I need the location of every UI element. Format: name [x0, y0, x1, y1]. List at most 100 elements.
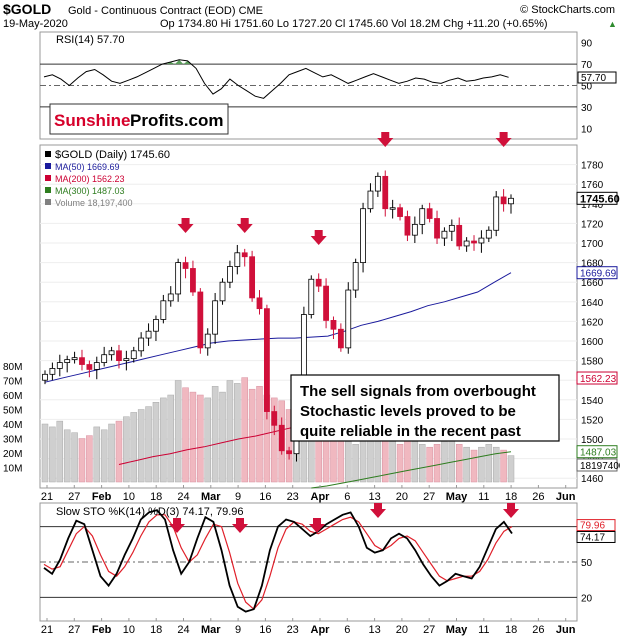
- candle-body: [434, 218, 440, 239]
- price-axis: 1460148015001520154015601580160016201640…: [581, 161, 604, 486]
- volume-bar: [448, 438, 456, 483]
- volume-bar: [455, 444, 463, 483]
- x-tick-label: 13: [368, 624, 380, 636]
- legend-swatch: [45, 151, 51, 157]
- volume-bar: [248, 388, 256, 483]
- candle-body: [249, 256, 256, 299]
- price-tick: 1720: [581, 219, 604, 230]
- price-tick: 1540: [581, 396, 604, 407]
- volume-bar: [433, 444, 441, 483]
- candle-body: [42, 373, 48, 381]
- stoch-x-axis: 21 27 Feb 10 18 24 Mar 9 16 23 Apr 6 13 20 27 May 11 18 26…: [41, 618, 576, 636]
- x-tick-label: 23: [287, 624, 299, 636]
- candle-body: [56, 362, 63, 369]
- volume-bar: [130, 412, 138, 483]
- x-tick-label: 16: [259, 491, 271, 503]
- x-tick-label: Mar: [201, 491, 221, 503]
- volume-bar: [426, 446, 433, 483]
- candle-body: [241, 252, 248, 258]
- candle-body: [271, 411, 278, 426]
- last-value-box: [576, 371, 618, 385]
- legend-swatch: [45, 199, 51, 205]
- price-tick: 1780: [581, 161, 604, 172]
- x-tick-label: Feb: [92, 624, 112, 636]
- candle-body: [286, 450, 292, 455]
- candle-body: [404, 216, 411, 236]
- rsi-line: [43, 59, 509, 99]
- candle-body: [382, 175, 389, 210]
- stoch-sell-arrow-icon: [232, 518, 248, 533]
- volume-bar: [49, 426, 56, 483]
- volume-bar: [345, 441, 352, 483]
- candle-body: [79, 357, 85, 365]
- candle-body: [493, 196, 500, 231]
- x-tick-label: Apr: [311, 491, 331, 503]
- x-tick-label: 26: [532, 624, 544, 636]
- volume-bar: [189, 391, 197, 483]
- stoch-sell-arrow-icon: [370, 503, 386, 518]
- stoch-tick: 50: [581, 558, 593, 569]
- sell-signal-arrow-icon: [495, 132, 512, 147]
- candle-body: [500, 196, 507, 205]
- candle-body: [345, 289, 352, 349]
- price-tick: 1760: [581, 180, 604, 191]
- volume-bar: [418, 444, 426, 483]
- legend-label: MA(200) 1562.23: [55, 174, 125, 184]
- rsi-overbought-fill: [166, 59, 192, 65]
- volume-tick: 80M: [3, 362, 22, 373]
- sell-signal-arrow-icon: [310, 230, 327, 245]
- x-tick-label: May: [446, 624, 468, 636]
- candle-body: [441, 230, 448, 239]
- candle-body: [49, 368, 56, 375]
- x-tick-label: 24: [177, 491, 189, 503]
- candle-body: [456, 224, 463, 247]
- x-tick-label: 9: [235, 491, 241, 503]
- candle-body: [182, 262, 189, 269]
- volume-bar: [145, 406, 152, 483]
- stoch-k-last-box: [576, 530, 616, 543]
- volume-bar: [152, 402, 160, 483]
- x-tick-label: Jun: [556, 491, 576, 503]
- rsi-tick: 70: [581, 60, 593, 71]
- last-value-box: [576, 191, 618, 205]
- candle-body: [93, 362, 100, 370]
- chart-symbol: $GOLD: [3, 1, 51, 17]
- annotation-line-2: Stochastic levels proved to be: [300, 403, 516, 420]
- volume-tick: 60M: [3, 391, 22, 402]
- candle-body: [485, 229, 492, 239]
- annotation-box: [290, 374, 560, 442]
- x-tick-label: 26: [532, 491, 544, 503]
- volume-bar: [271, 397, 278, 483]
- price-tick: 1700: [581, 239, 604, 250]
- volume-bar: [241, 377, 248, 483]
- annotation-line-1: The sell signals from overbought: [300, 383, 536, 400]
- last-value-box: [576, 458, 618, 472]
- price-tick: 1660: [581, 278, 604, 289]
- candle-body: [108, 350, 115, 356]
- volume-bar: [389, 441, 396, 483]
- x-tick-label: 20: [396, 624, 408, 636]
- last-value-label: 1562.23: [580, 374, 617, 385]
- price-tick: 1500: [581, 435, 604, 446]
- candle-body: [330, 320, 337, 330]
- volume-bar: [234, 383, 241, 483]
- stoch-sell-arrows: [169, 503, 519, 533]
- candle-body: [212, 300, 219, 335]
- last-value-box: [576, 445, 618, 459]
- rsi-last-box: [577, 71, 617, 84]
- candle-body: [337, 328, 344, 349]
- price-x-axis: 21 27 Feb 10 18 24 Mar 9 16 23 Apr 6 13 20 27 May 11 18 26…: [41, 485, 576, 503]
- volume-tick: 20M: [3, 449, 22, 460]
- x-tick-label: 20: [396, 491, 408, 503]
- candle-body: [471, 240, 477, 244]
- x-tick-label: Feb: [92, 491, 112, 503]
- sell-signal-arrow-icon: [177, 218, 194, 233]
- volume-tick: 40M: [3, 420, 22, 431]
- stoch-k-last: 74.17: [580, 532, 605, 543]
- x-tick-label: 27: [68, 624, 80, 636]
- candle-body: [374, 175, 381, 192]
- volume-bar: [367, 438, 374, 483]
- candle-body: [352, 262, 359, 291]
- ma300-line: [311, 451, 512, 489]
- candle-body: [389, 207, 396, 210]
